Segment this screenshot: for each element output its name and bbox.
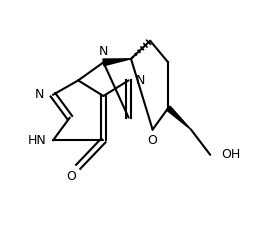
Text: OH: OH (222, 148, 241, 161)
Text: N: N (99, 45, 108, 58)
Text: O: O (148, 134, 157, 147)
Polygon shape (103, 59, 131, 66)
Text: HN: HN (27, 134, 46, 147)
Text: N: N (135, 74, 145, 87)
Polygon shape (166, 106, 191, 130)
Text: N: N (34, 88, 44, 101)
Text: O: O (67, 170, 77, 183)
